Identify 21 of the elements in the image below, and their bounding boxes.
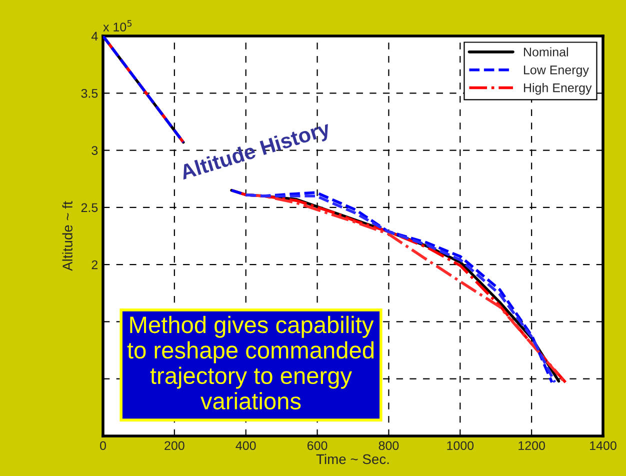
annotation: Altitude History xyxy=(179,120,332,184)
y-tick-label: 2.5 xyxy=(81,203,98,212)
annotation: Method gives capability to reshape commanded trajectory to energy variations xyxy=(127,316,374,410)
y-axis-title: Altitude ~ ft xyxy=(62,201,72,271)
x-axis-title: Time ~ Sec. xyxy=(316,454,389,464)
x-tick-label: 1400 xyxy=(590,441,616,450)
y-tick-label: 3.5 xyxy=(81,88,98,98)
y-tick-label: 2 xyxy=(92,260,98,270)
legend-label: High Energy xyxy=(524,83,592,95)
x-tick-label: 0 xyxy=(100,441,106,450)
x-tick-label: 1200 xyxy=(518,441,545,450)
x-tick-label: 200 xyxy=(164,441,184,450)
x-tick-label: 400 xyxy=(236,441,256,450)
x-tick-label: 600 xyxy=(307,441,328,450)
y-tick-label: 4 xyxy=(91,32,98,41)
text: x 10$^{5}$ xyxy=(103,20,132,32)
legend-label: Nominal xyxy=(524,47,568,56)
x-tick-label: 1000 xyxy=(447,441,474,450)
y-tick-label: 3 xyxy=(92,146,98,155)
x-tick-label: 800 xyxy=(378,441,399,450)
legend-label: Low Energy xyxy=(524,66,589,77)
